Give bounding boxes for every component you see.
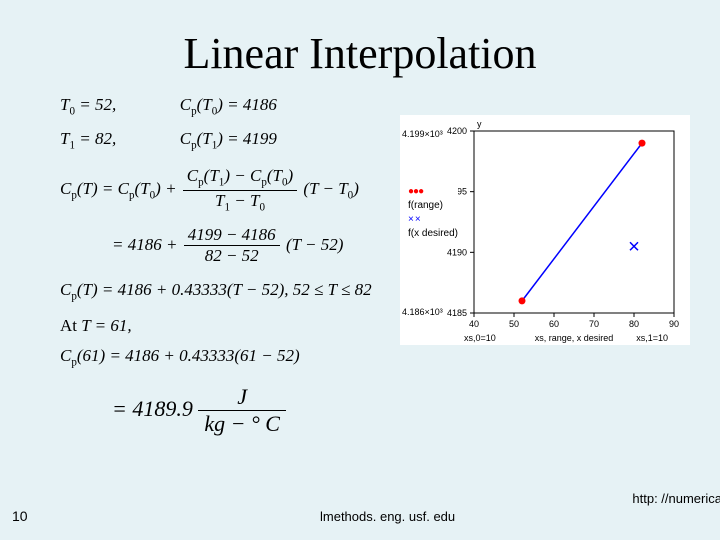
- svg-text:4.199×10³: 4.199×10³: [402, 129, 443, 139]
- svg-text:4200: 4200: [447, 126, 467, 136]
- chart-legend: ●●● f(range) ×× f(x desired): [408, 185, 458, 241]
- eq-row-6: At T = 61,: [60, 316, 372, 336]
- eq-row-1: T0 = 52, Cp(T0) = 4186: [60, 95, 372, 119]
- r3-c: C: [60, 179, 71, 198]
- r8-lhs: = 4189.9: [112, 396, 198, 421]
- svg-text:xs,1=10: xs,1=10: [636, 333, 668, 343]
- r6-at: At: [60, 316, 81, 335]
- r5-c: C: [60, 280, 71, 299]
- eq-row-3: Cp(T) = Cp(T0) + Cp(T1) − Cp(T0) T1 − T0…: [60, 166, 372, 214]
- eq-row-5: Cp(T) = 4186 + 0.43333(T − 52), 52 ≤ T ≤…: [60, 280, 372, 304]
- svg-text:xs, range, x desired: xs, range, x desired: [535, 333, 614, 343]
- slide: Linear Interpolation T0 = 52, Cp(T0) = 4…: [0, 0, 720, 540]
- svg-text:80: 80: [629, 319, 639, 329]
- svg-text:y: y: [477, 119, 482, 129]
- r4-den: 82 − 52: [184, 246, 280, 266]
- t1-val: = 82,: [75, 129, 116, 148]
- r5-tail: (T) = 4186 + 0.43333(T − 52), 52 ≤ T ≤ 8…: [77, 280, 372, 299]
- r7-tail: (61) = 4186 + 0.43333(61 − 52): [77, 346, 300, 365]
- unit-den: kg − ° C: [198, 411, 286, 437]
- cp0-c: C: [180, 95, 191, 114]
- equations-block: T0 = 52, Cp(T0) = 4186 T1 = 82, Cp(T1) =…: [60, 95, 372, 448]
- r3-num: Cp(T1) − Cp(T0): [183, 166, 297, 191]
- r3-t0a: (T: [135, 179, 150, 198]
- svg-text:40: 40: [469, 319, 479, 329]
- r3n-e: ): [288, 166, 294, 185]
- r6-t61: T = 61,: [81, 316, 131, 335]
- r3n-b: (T: [204, 166, 219, 185]
- r3-den: T1 − T0: [183, 191, 297, 215]
- svg-text:60: 60: [549, 319, 559, 329]
- eq-row-2: T1 = 82, Cp(T1) = 4199: [60, 129, 372, 153]
- r4-lhs: = 4186 +: [112, 234, 182, 253]
- svg-text:4185: 4185: [447, 308, 467, 318]
- page-number: 10: [12, 508, 28, 524]
- cp1-mid: (T: [197, 129, 212, 148]
- dots-icon: ●●●: [408, 186, 423, 197]
- svg-text:50: 50: [509, 319, 519, 329]
- unit-frac: J kg − ° C: [198, 384, 286, 438]
- eq-row-8: = 4189.9 J kg − ° C: [112, 384, 372, 438]
- r3d-b: − T: [230, 191, 259, 210]
- r4-tail: (T − 52): [286, 234, 343, 253]
- r3-tail-a: (T − T: [303, 179, 347, 198]
- cp1-c: C: [180, 129, 191, 148]
- r3-t: (T) = C: [77, 179, 129, 198]
- r3n-d: (T: [267, 166, 282, 185]
- r3n-c: ) − C: [224, 166, 261, 185]
- eq-row-4: = 4186 + 4199 − 4186 82 − 52 (T − 52): [112, 225, 372, 267]
- svg-text:90: 90: [669, 319, 679, 329]
- unit-num: J: [198, 384, 286, 411]
- legend-f-desired: f(x desired): [408, 227, 458, 241]
- legend-row-1: ●●●: [408, 185, 458, 199]
- footer-right: http: //numerica: [632, 491, 720, 506]
- svg-text:4.186×10³: 4.186×10³: [402, 307, 443, 317]
- slide-title: Linear Interpolation: [0, 28, 720, 79]
- svg-text:70: 70: [589, 319, 599, 329]
- cp1-val: ) = 4199: [217, 129, 277, 148]
- cross-icon: ××: [408, 214, 422, 225]
- legend-f-range: f(range): [408, 199, 458, 213]
- r4-num: 4199 − 4186: [184, 225, 280, 246]
- r3-t0b: ) +: [155, 179, 181, 198]
- legend-row-2: ××: [408, 213, 458, 227]
- footer-center: lmethods. eng. usf. edu: [320, 509, 455, 524]
- r3-tail-b: ): [353, 179, 359, 198]
- cp0-val: ) = 4186: [217, 95, 277, 114]
- r3n-a: C: [187, 166, 198, 185]
- cp0-mid: (T: [197, 95, 212, 114]
- r7-c: C: [60, 346, 71, 365]
- svg-text:xs,0=10: xs,0=10: [464, 333, 496, 343]
- r4-frac: 4199 − 4186 82 − 52: [184, 225, 280, 267]
- svg-text:4190: 4190: [447, 247, 467, 257]
- eq-row-7: Cp(61) = 4186 + 0.43333(61 − 52): [60, 346, 372, 370]
- r3-frac: Cp(T1) − Cp(T0) T1 − T0: [183, 166, 297, 214]
- t0-val: = 52,: [75, 95, 116, 114]
